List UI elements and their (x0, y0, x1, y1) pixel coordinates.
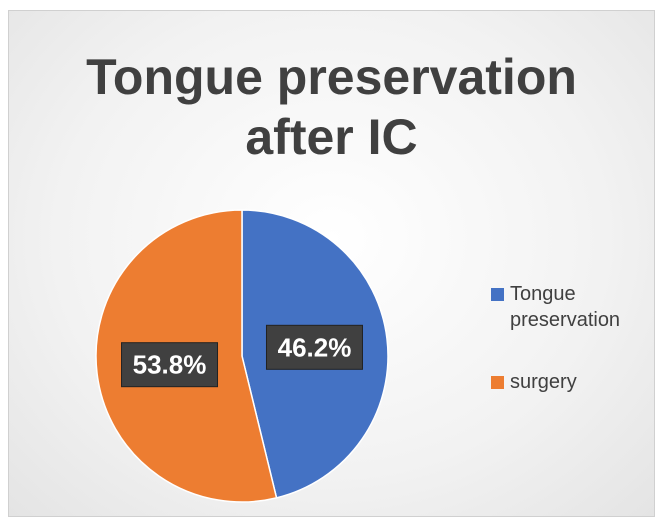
legend-item: Tongue preservation (491, 281, 650, 333)
data-label: 53.8% (133, 350, 207, 380)
legend-label: surgery (510, 371, 577, 393)
data-label-box (121, 342, 219, 388)
chart-title: Tongue preservation after IC (86, 49, 577, 165)
chart: Tongue preservation after IC 46.2% 53.8% … (8, 10, 655, 517)
legend-swatch (491, 288, 504, 301)
data-label-box (265, 324, 363, 370)
legend-label: Tongue preservation (510, 283, 621, 331)
legend-item: surgery (491, 369, 650, 395)
data-label: 46.2% (278, 332, 352, 362)
legend-swatch (491, 376, 504, 389)
pie-area: 46.2% 53.8% (95, 209, 389, 503)
